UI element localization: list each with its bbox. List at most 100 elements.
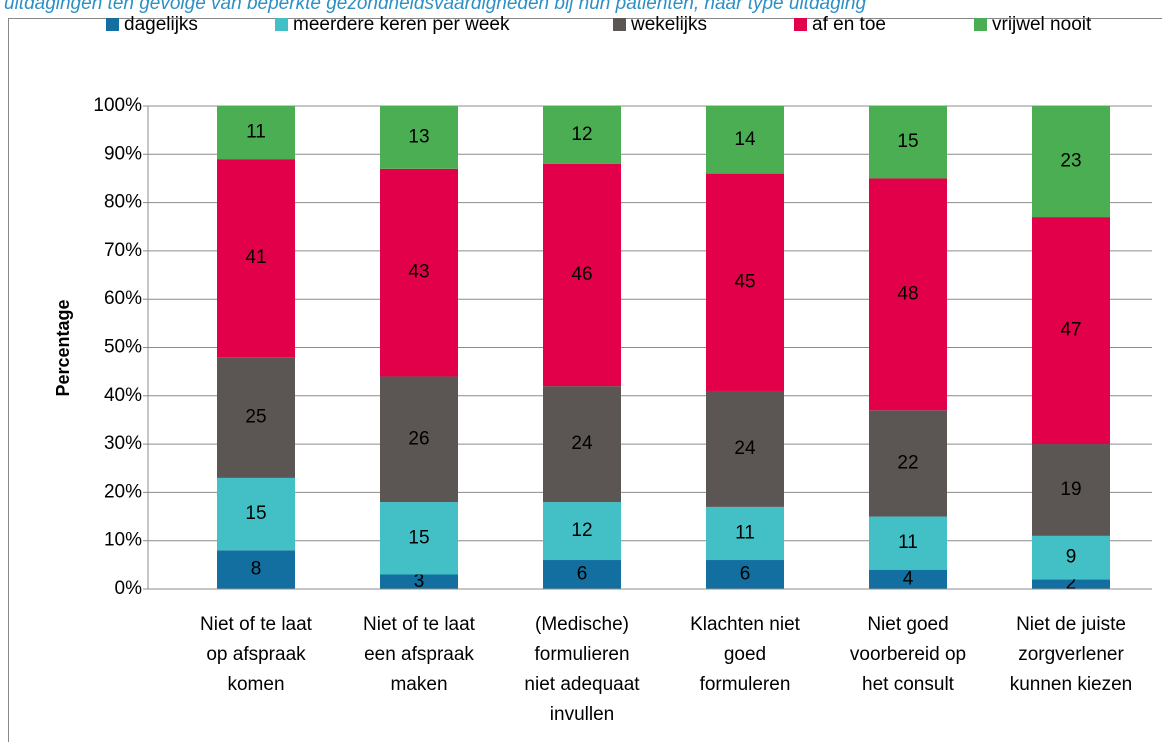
legend-label: wekelijks bbox=[630, 14, 707, 35]
y-tick-label: 100% bbox=[93, 95, 142, 116]
y-tick-label: 80% bbox=[104, 192, 142, 213]
legend-label: vrijwel nooit bbox=[992, 14, 1092, 35]
data-label: 15 bbox=[245, 503, 266, 524]
data-label: 19 bbox=[1060, 479, 1081, 500]
bar-segment bbox=[1032, 579, 1110, 589]
bar-segment bbox=[543, 560, 621, 589]
x-tick-label: zorgverlener bbox=[1018, 644, 1124, 665]
legend-label: meerdere keren per week bbox=[293, 14, 510, 35]
bar-segment bbox=[706, 390, 784, 507]
x-tick-label: (Medische) bbox=[535, 614, 629, 635]
x-tick-label: invullen bbox=[550, 704, 614, 725]
bar-segment bbox=[1032, 444, 1110, 536]
bar-segment bbox=[1032, 106, 1110, 218]
data-label: 11 bbox=[898, 532, 918, 553]
data-label: 47 bbox=[1060, 320, 1081, 341]
data-label: 22 bbox=[897, 452, 918, 473]
x-tick-label: Niet goed bbox=[867, 614, 948, 635]
bar-segment bbox=[543, 163, 621, 387]
bar-segment bbox=[869, 569, 947, 589]
data-label: 6 bbox=[740, 564, 751, 585]
bar-segment bbox=[543, 502, 621, 561]
bar-segment bbox=[217, 357, 295, 478]
data-label: 41 bbox=[245, 247, 266, 268]
legend-swatch bbox=[275, 18, 288, 31]
bar-segment bbox=[869, 410, 947, 517]
y-axis-label: Percentage bbox=[53, 299, 73, 396]
bar-segment bbox=[1032, 535, 1110, 580]
bar-segment bbox=[380, 502, 458, 575]
x-tick-label: komen bbox=[227, 674, 284, 695]
data-label: 3 bbox=[414, 571, 425, 592]
data-label: 13 bbox=[408, 126, 429, 147]
bar-segment bbox=[380, 106, 458, 169]
y-tick-label: 30% bbox=[104, 433, 142, 454]
data-label: 11 bbox=[735, 522, 755, 543]
legend-swatch bbox=[974, 18, 987, 31]
x-tick-label: niet adequaat bbox=[524, 674, 640, 695]
data-label: 43 bbox=[408, 262, 429, 283]
y-tick-label: 50% bbox=[104, 337, 142, 358]
x-tick-label: Niet of te laat bbox=[363, 614, 476, 635]
data-label: 25 bbox=[245, 407, 266, 428]
bar-segment bbox=[869, 516, 947, 570]
bar-segment bbox=[380, 168, 458, 377]
y-tick-label: 70% bbox=[104, 240, 142, 261]
data-label: 24 bbox=[571, 433, 593, 454]
bar-segment bbox=[706, 560, 784, 589]
bar-segment bbox=[869, 106, 947, 179]
data-label: 45 bbox=[734, 271, 755, 292]
x-tick-label: een afspraak bbox=[364, 644, 474, 665]
bar-segment bbox=[217, 477, 295, 551]
bar-segment bbox=[543, 386, 621, 503]
y-tick-label: 90% bbox=[104, 143, 142, 164]
data-label: 11 bbox=[246, 122, 266, 143]
data-label: 8 bbox=[251, 559, 262, 580]
data-label: 48 bbox=[897, 283, 918, 304]
data-label: 9 bbox=[1066, 547, 1077, 568]
data-label: 2 bbox=[1066, 573, 1077, 594]
x-tick-label: goed bbox=[724, 644, 766, 665]
bar-segment bbox=[706, 506, 784, 561]
legend-label: dagelijks bbox=[124, 14, 198, 35]
x-tick-label: formulieren bbox=[534, 644, 629, 665]
bar-segment bbox=[543, 106, 621, 164]
y-tick-label: 40% bbox=[104, 385, 142, 406]
legend-swatch bbox=[613, 18, 626, 31]
legend-swatch bbox=[106, 18, 119, 31]
bar-segment bbox=[217, 159, 295, 358]
data-label: 6 bbox=[577, 564, 588, 585]
y-tick-label: 0% bbox=[115, 578, 143, 599]
data-label: 12 bbox=[571, 124, 592, 145]
bar-segment bbox=[380, 376, 458, 503]
legend-swatch bbox=[794, 18, 807, 31]
data-label: 15 bbox=[408, 527, 429, 548]
y-tick-label: 20% bbox=[104, 481, 142, 502]
x-tick-label: Niet de juiste bbox=[1016, 614, 1126, 635]
data-label: 14 bbox=[734, 129, 756, 150]
y-tick-label: 10% bbox=[104, 530, 142, 551]
chart-title: uitdagingen ten gevolge van beperkte gez… bbox=[4, 0, 866, 14]
x-tick-label: maken bbox=[390, 674, 447, 695]
data-label: 12 bbox=[571, 520, 592, 541]
y-tick-label: 60% bbox=[104, 288, 142, 309]
x-tick-label: formuleren bbox=[700, 674, 791, 695]
data-label: 15 bbox=[897, 131, 918, 152]
bar-segment bbox=[869, 178, 947, 411]
data-label: 23 bbox=[1060, 151, 1081, 172]
data-label: 26 bbox=[408, 428, 429, 449]
x-tick-label: het consult bbox=[862, 674, 955, 695]
x-tick-label: kunnen kiezen bbox=[1010, 674, 1133, 695]
bar-segment bbox=[1032, 217, 1110, 445]
legend-label: af en toe bbox=[812, 14, 886, 35]
data-label: 46 bbox=[571, 264, 592, 285]
bar-segment bbox=[380, 574, 458, 589]
bar-segment bbox=[706, 106, 784, 174]
bar-segment bbox=[217, 550, 295, 589]
x-tick-label: op afspraak bbox=[206, 644, 306, 665]
bar-segment bbox=[217, 106, 295, 160]
x-tick-label: voorbereid op bbox=[850, 644, 966, 665]
x-tick-label: Klachten niet bbox=[690, 614, 801, 635]
data-label: 4 bbox=[903, 568, 914, 589]
